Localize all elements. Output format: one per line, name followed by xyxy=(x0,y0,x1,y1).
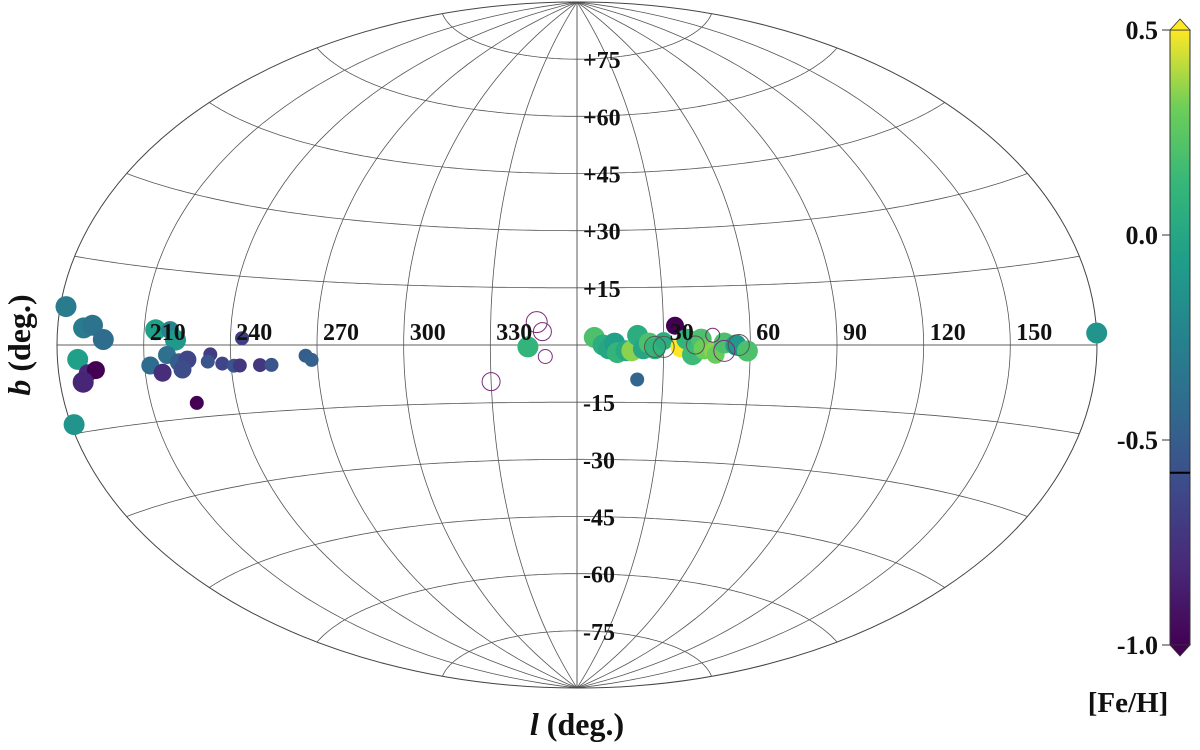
data-point xyxy=(215,356,230,371)
data-point xyxy=(666,316,684,335)
x-tick-label: 240 xyxy=(236,320,272,346)
tick-labels: 210 240 270 300 330 30 60 90 120 150 +75 +60 +45 +30 +… xyxy=(150,48,1053,646)
colorbar-tick-label: 0.0 xyxy=(1126,221,1159,250)
open-data-point xyxy=(705,327,721,343)
open-data-point xyxy=(685,335,705,355)
y-tick-label: -75 xyxy=(583,620,615,646)
x-tick-label: 330 xyxy=(496,320,532,346)
scatter-points xyxy=(55,296,1108,436)
data-point xyxy=(253,358,267,373)
data-point xyxy=(92,329,114,350)
x-tick-label: 30 xyxy=(670,320,694,346)
x-tick-label: 300 xyxy=(410,320,446,346)
data-point xyxy=(1086,322,1108,344)
x-tick-label: 90 xyxy=(843,320,867,346)
x-tick-label: 270 xyxy=(323,320,359,346)
colorbar-tick-label: -1.0 xyxy=(1117,631,1158,660)
data-point xyxy=(72,371,94,393)
colorbar-tick-label: -0.5 xyxy=(1117,426,1158,455)
open-data-point xyxy=(525,311,548,334)
data-point xyxy=(173,360,192,379)
colorbar-extend-top xyxy=(1169,18,1191,31)
data-point xyxy=(55,296,77,318)
x-axis-title: l (deg.) xyxy=(530,706,624,742)
colorbar-tick-label: 0.5 xyxy=(1126,16,1159,45)
data-point xyxy=(145,319,167,341)
colorbar-label: [Fe/H] xyxy=(1088,687,1169,719)
y-tick-label: +60 xyxy=(583,105,621,131)
open-data-point xyxy=(713,339,736,362)
y-tick-label: -30 xyxy=(583,448,615,474)
y-tick-label: +75 xyxy=(583,48,621,74)
x-tick-label: 210 xyxy=(150,320,186,346)
data-point xyxy=(304,352,319,367)
open-data-point xyxy=(481,372,501,392)
data-point xyxy=(200,354,215,369)
y-tick-label: -15 xyxy=(583,391,615,417)
data-point xyxy=(630,372,645,387)
data-point xyxy=(153,363,172,382)
y-tick-label: +15 xyxy=(583,277,621,303)
colorbar-gradient xyxy=(1169,29,1191,646)
x-tick-label: 120 xyxy=(930,320,966,346)
data-point xyxy=(82,314,103,336)
y-tick-label: -60 xyxy=(583,563,615,589)
data-point xyxy=(189,395,204,410)
open-data-point xyxy=(727,334,750,356)
open-data-point xyxy=(652,335,675,358)
colorbar-extend-bottom xyxy=(1169,644,1191,657)
y-tick-label: +45 xyxy=(583,163,621,189)
data-point xyxy=(63,414,85,436)
data-point xyxy=(517,336,539,358)
x-tick-label: 150 xyxy=(1016,320,1052,346)
y-axis-title: b (deg.) xyxy=(1,294,37,395)
data-point xyxy=(67,348,89,370)
data-point xyxy=(165,329,186,351)
open-data-point xyxy=(537,349,553,364)
y-tick-label: +30 xyxy=(583,220,621,246)
data-point xyxy=(232,358,247,373)
x-tick-label: 60 xyxy=(756,320,780,346)
data-point xyxy=(235,331,249,346)
colorbar: 0.5 0.0 -0.5 -1.0 [Fe/H] xyxy=(1088,16,1191,719)
open-data-point xyxy=(532,322,552,342)
data-point xyxy=(86,361,105,380)
open-data-point xyxy=(644,335,666,358)
data-point xyxy=(264,357,279,372)
sky-boundary xyxy=(56,1,1098,689)
y-tick-label: -45 xyxy=(583,506,615,532)
